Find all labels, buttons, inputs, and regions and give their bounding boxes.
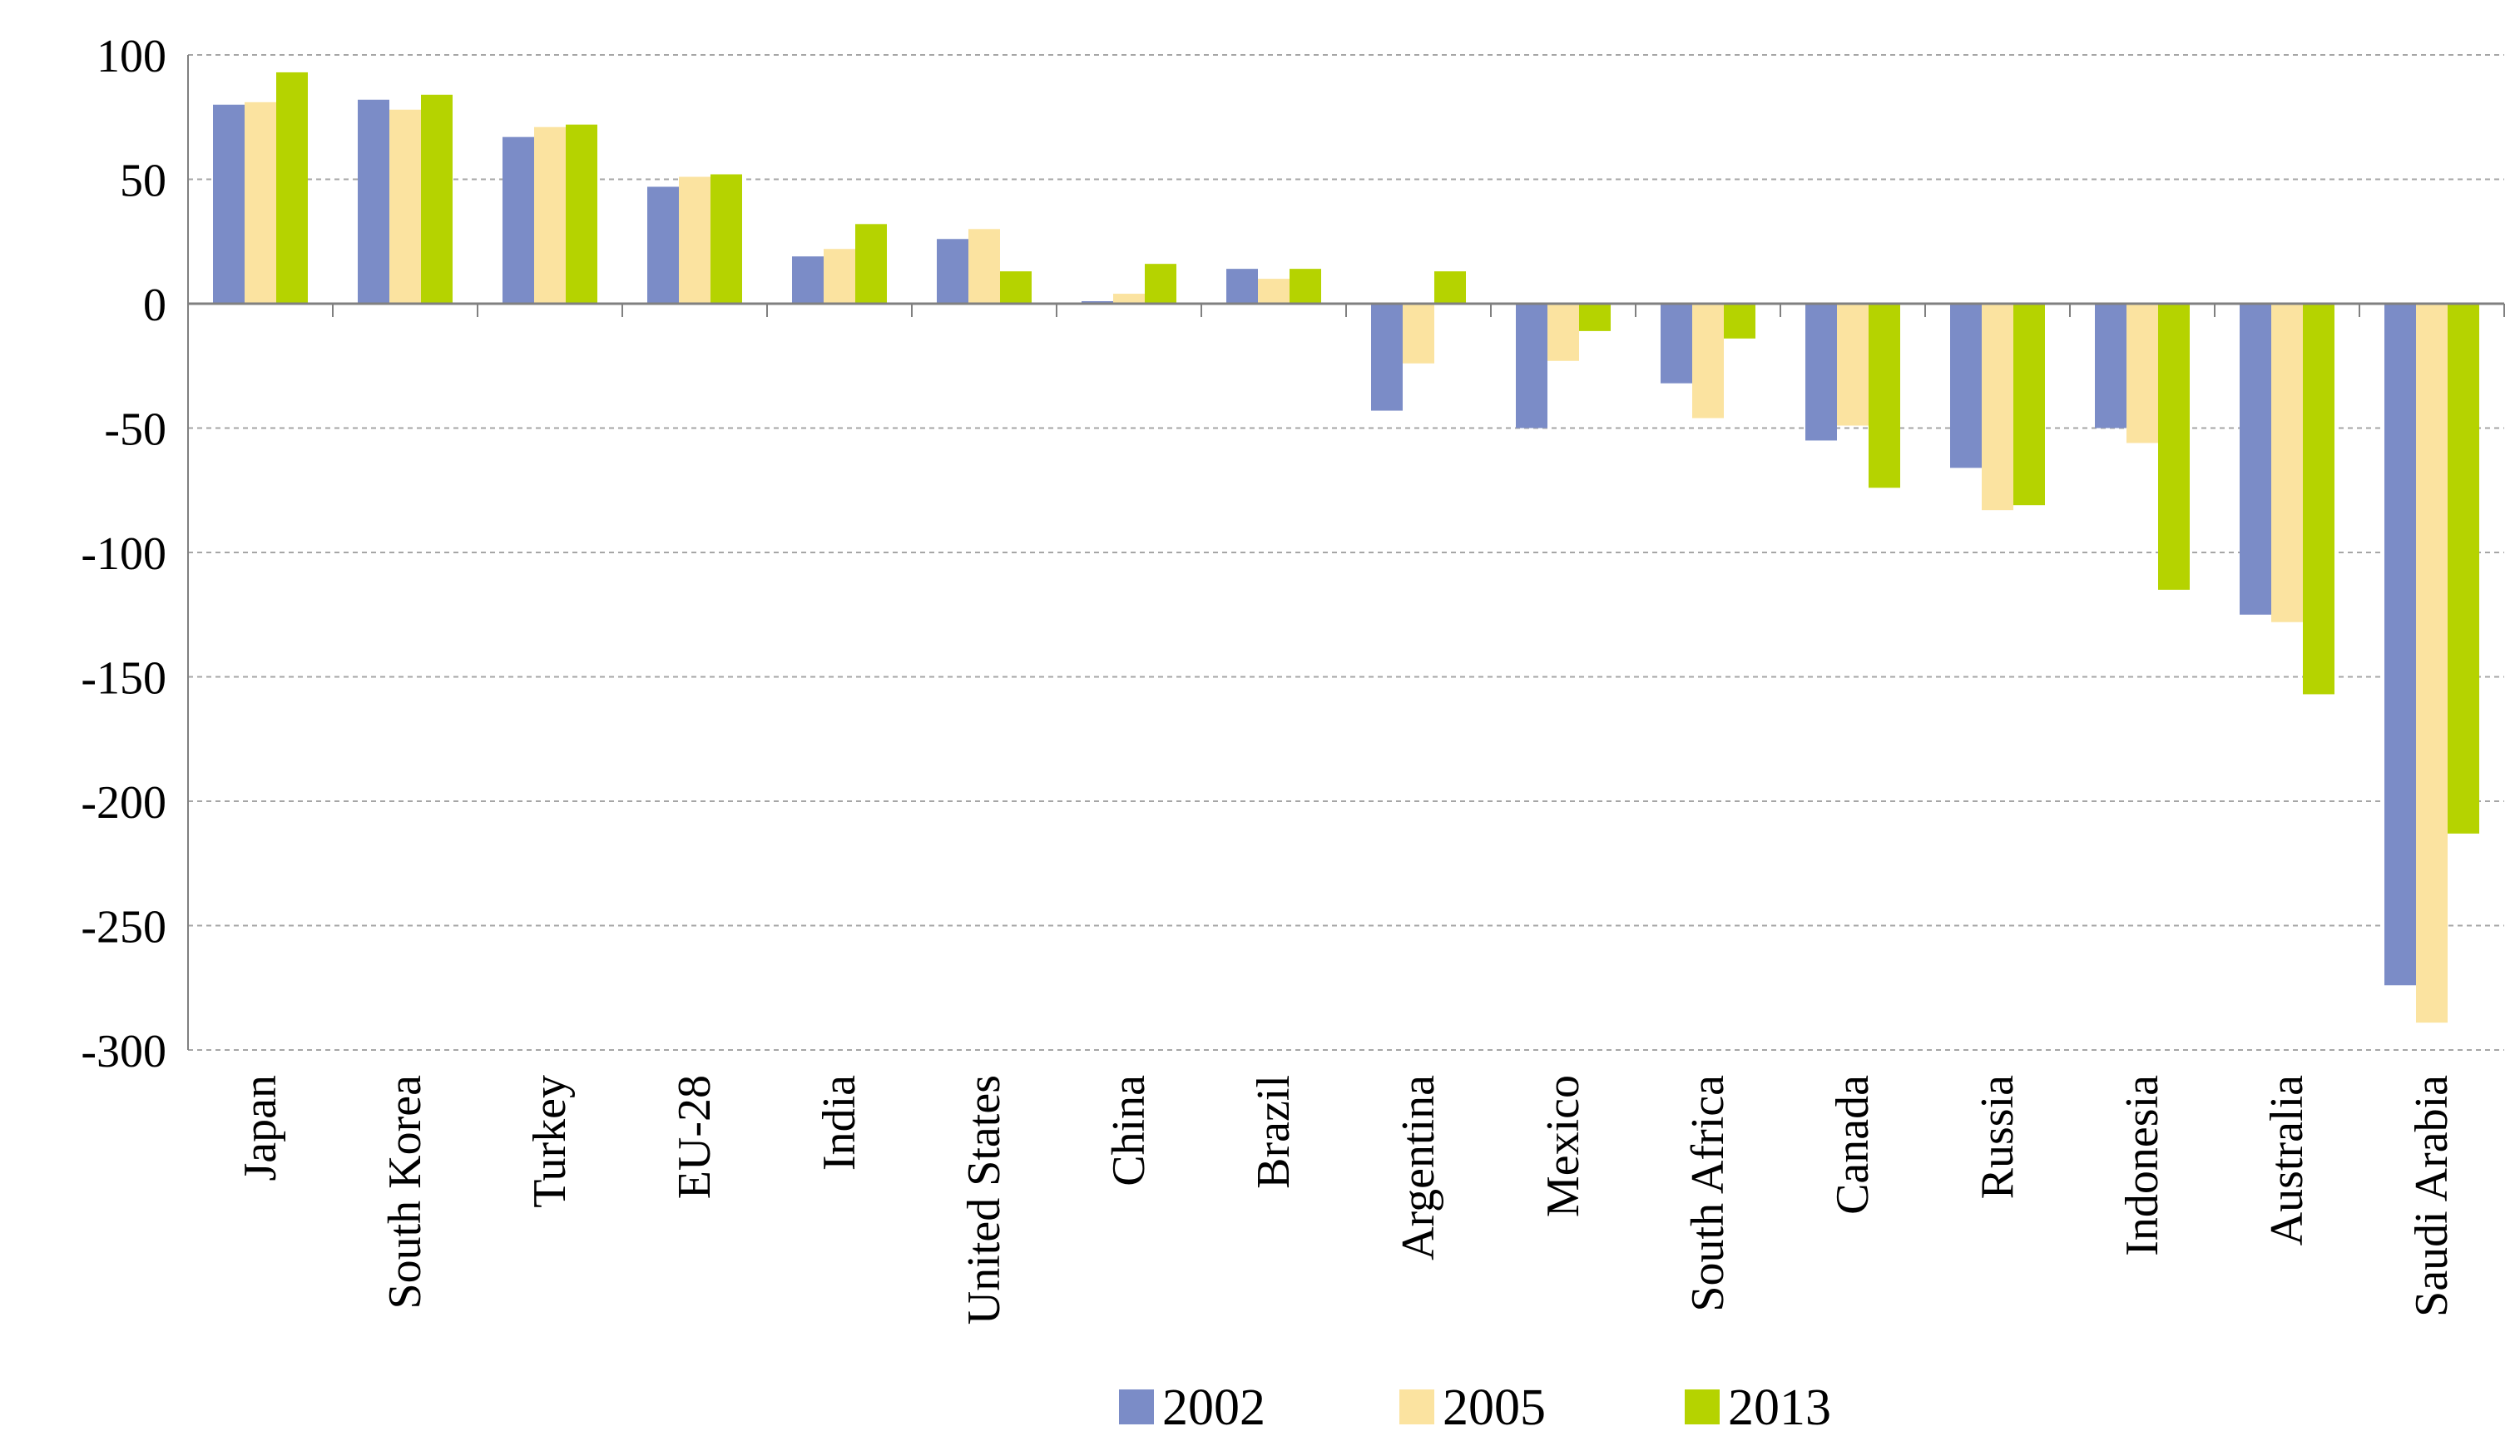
y-tick-label: -50	[104, 404, 166, 456]
bar-2013-eu-28	[710, 174, 742, 304]
x-tick-label: EU-28	[669, 1075, 720, 1199]
x-tick-label: Mexico	[1537, 1075, 1589, 1217]
y-tick-label: -150	[81, 653, 166, 705]
y-tick-label: -300	[81, 1026, 166, 1077]
bar-2005-brazil	[1258, 279, 1290, 304]
bar-2002-canada	[1805, 304, 1837, 441]
bar-2005-eu-28	[679, 176, 710, 304]
axes	[187, 55, 2505, 1050]
legend-swatch-2013	[1685, 1389, 1720, 1424]
bar-2002-argentina	[1371, 304, 1403, 411]
y-tick-labels: 100 50 0 -50 -100 -150 -200 -250 -300	[81, 31, 166, 1077]
bar-2005-india	[824, 249, 855, 304]
bar-2013-mexico	[1579, 304, 1611, 331]
bar-2005-canada	[1837, 304, 1869, 426]
bar-2013-saudi-arabia	[2448, 304, 2479, 834]
bar-2013-canada	[1869, 304, 1900, 488]
bar-2005-russia	[1982, 304, 2013, 511]
bar-2005-south-africa	[1692, 304, 1724, 418]
bar-2002-australia	[2240, 304, 2271, 615]
legend-label-2013: 2013	[1728, 1379, 1831, 1436]
bar-2013-south-korea	[421, 94, 453, 304]
bar-2013-india	[855, 224, 887, 304]
bar-2013-turkey	[566, 124, 597, 304]
bar-2013-china	[1145, 264, 1176, 304]
y-tick-label: 100	[97, 31, 166, 82]
bar-2002-south-africa	[1661, 304, 1692, 384]
x-tick-label: Russia	[1972, 1075, 2023, 1199]
bar-2002-russia	[1950, 304, 1982, 468]
bar-2002-turkey	[503, 136, 534, 304]
bar-2005-mexico	[1547, 304, 1579, 361]
bar-2005-indonesia	[2126, 304, 2158, 443]
bar-2005-south-korea	[389, 109, 421, 304]
bar-2005-australia	[2271, 304, 2303, 622]
y-tick-label: 50	[120, 156, 166, 207]
bar-2002-india	[792, 256, 824, 304]
legend-swatch-2005	[1399, 1389, 1434, 1424]
x-tick-label: Indonesia	[2117, 1075, 2168, 1256]
bar-2002-saudi-arabia	[2384, 304, 2416, 986]
bar-2013-russia	[2013, 304, 2045, 506]
bar-2002-indonesia	[2095, 304, 2126, 428]
x-tick-label: Turkey	[524, 1075, 576, 1208]
y-tick-label: -250	[81, 902, 166, 953]
bar-2002-mexico	[1516, 304, 1547, 428]
bar-2005-turkey	[534, 126, 566, 304]
bar-2013-south-africa	[1724, 304, 1755, 339]
y-tick-label: -100	[81, 528, 166, 580]
x-tick-label: South Korea	[379, 1075, 431, 1310]
legend-label-2002: 2002	[1162, 1379, 1265, 1436]
bar-2002-eu-28	[647, 186, 679, 304]
bar-2005-united-states	[968, 229, 1000, 304]
bar-2002-united-states	[937, 239, 968, 304]
bar-2002-south-korea	[358, 99, 389, 304]
bar-2013-japan	[276, 72, 308, 305]
y-tick-label: 0	[143, 280, 166, 331]
x-tick-label: Saudi Arabia	[2406, 1075, 2458, 1317]
legend-swatch-2002	[1119, 1389, 1154, 1424]
x-tick-labels: Japan South Korea Turkey EU-28 India United S…	[235, 1075, 2458, 1325]
x-tick-label: Canada	[1827, 1075, 1879, 1215]
bar-2013-united-states	[1000, 271, 1032, 304]
x-tick-label: China	[1103, 1075, 1155, 1186]
bar-2005-japan	[245, 102, 276, 304]
bar-2013-indonesia	[2158, 304, 2190, 590]
x-tick-label: Japan	[235, 1075, 286, 1181]
bar-2005-argentina	[1403, 304, 1434, 364]
bar-2002-brazil	[1226, 269, 1258, 304]
x-tick-label: United States	[958, 1075, 1010, 1325]
x-tick-label: Brazil	[1248, 1075, 1300, 1189]
y-tick-label: -200	[81, 777, 166, 829]
bar-2013-australia	[2303, 304, 2334, 695]
legend: 2002 2005 2013	[1119, 1379, 1831, 1436]
x-tick-label: South Africa	[1682, 1075, 1734, 1312]
bars	[213, 72, 2479, 1023]
x-tick-label: Argentina	[1393, 1075, 1444, 1260]
bar-2005-saudi-arabia	[2416, 304, 2448, 1023]
bar-2013-brazil	[1290, 269, 1321, 304]
x-tick-label: Australia	[2261, 1075, 2313, 1246]
bar-2013-argentina	[1434, 271, 1466, 304]
legend-label-2005: 2005	[1443, 1379, 1546, 1436]
bar-2002-japan	[213, 104, 245, 304]
bar-2005-china	[1113, 294, 1145, 304]
x-tick-label: India	[814, 1075, 865, 1171]
